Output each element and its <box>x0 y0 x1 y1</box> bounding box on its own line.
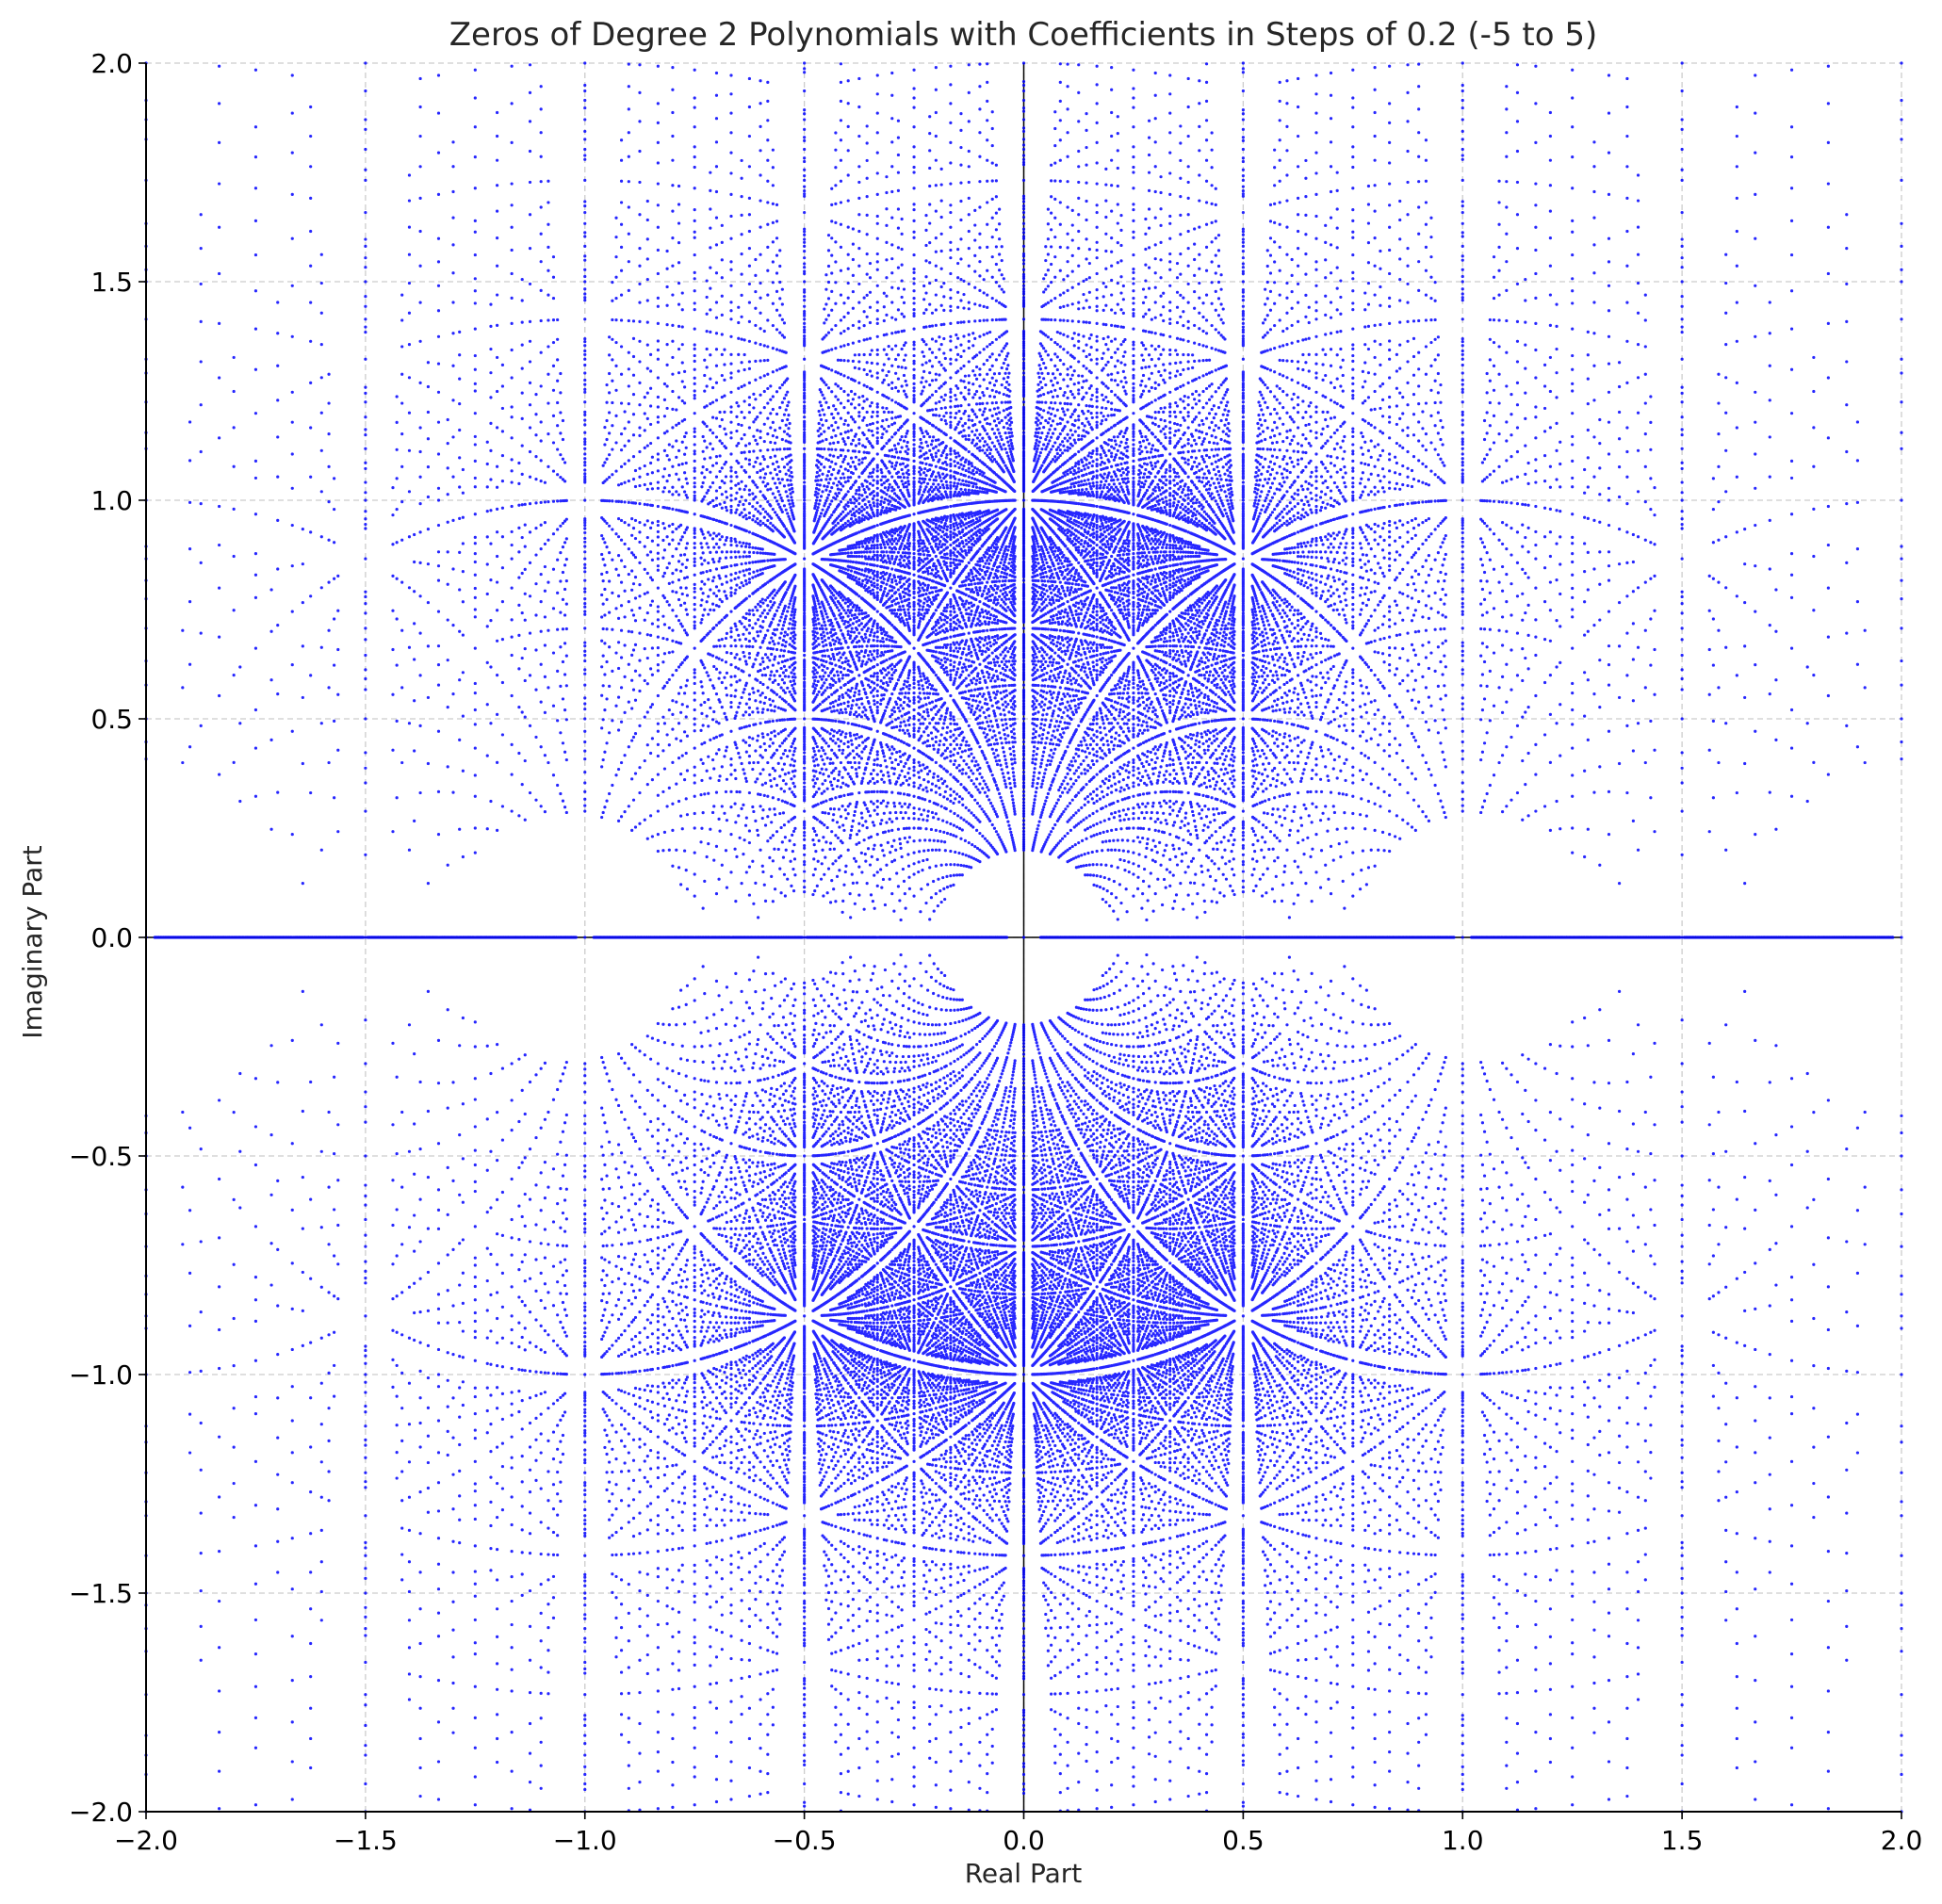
root-points <box>144 61 1903 1814</box>
y-tick-label: 2.0 <box>90 48 133 79</box>
y-tick-label: 0.0 <box>90 922 133 953</box>
x-tick-label: −1.5 <box>334 1825 398 1856</box>
y-tick-label: −0.5 <box>69 1141 133 1172</box>
y-tick-label: −2.0 <box>69 1797 133 1828</box>
x-tick-label: −1.0 <box>553 1825 617 1856</box>
x-tick-label: −0.5 <box>773 1825 837 1856</box>
y-tick-label: 1.0 <box>90 485 133 516</box>
x-axis-label: Real Part <box>965 1858 1083 1889</box>
x-tick-label: 0.0 <box>1003 1825 1045 1856</box>
root-markers <box>144 61 1903 1814</box>
y-axis-label: Imaginary Part <box>17 845 48 1038</box>
x-tick-label: −2.0 <box>114 1825 178 1856</box>
y-tick-label: −1.5 <box>69 1578 133 1609</box>
y-tick-label: 0.5 <box>90 704 133 735</box>
y-tick-label: −1.0 <box>69 1359 133 1391</box>
x-tick-label: 1.5 <box>1661 1825 1704 1856</box>
x-tick-label: 2.0 <box>1881 1825 1923 1856</box>
y-axis-ticks: −2.0 −1.5 −1.0 −0.5 0.0 0.5 1.0 1.5 2.0 <box>69 48 146 1828</box>
chart-title: Zeros of Degree 2 Polynomials with Coeff… <box>449 16 1597 54</box>
x-axis-ticks: −2.0 −1.5 −1.0 −0.5 0.0 0.5 1.0 1.5 2.0 <box>114 1812 1922 1856</box>
x-tick-label: 1.0 <box>1442 1825 1484 1856</box>
y-tick-label: 1.5 <box>90 267 133 298</box>
x-tick-label: 0.5 <box>1222 1825 1265 1856</box>
